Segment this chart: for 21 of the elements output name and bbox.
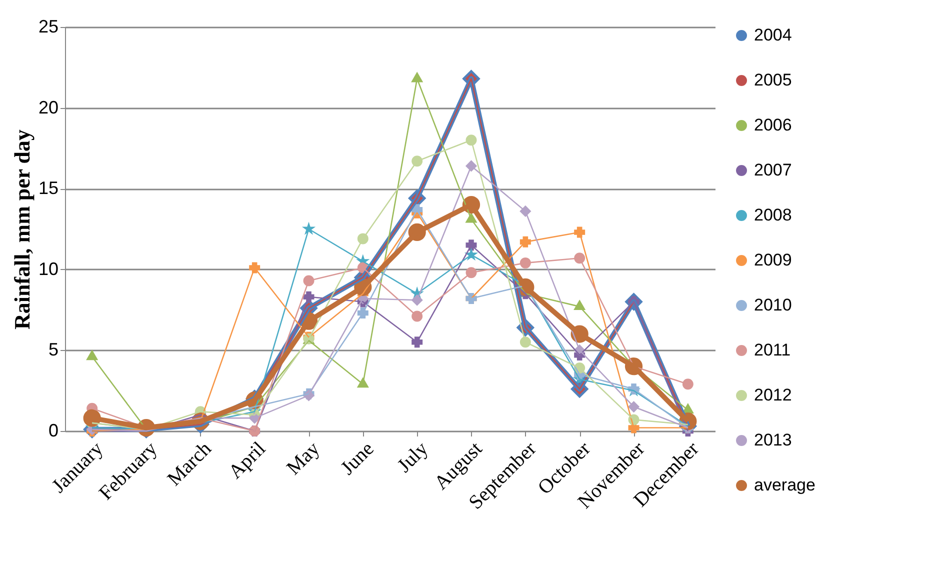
legend-label: 2009 — [754, 250, 792, 270]
y-tick-label: 20 — [38, 97, 58, 118]
x-tick-label: July — [393, 438, 432, 477]
y-tick-label: 15 — [38, 178, 58, 198]
legend-label: 2013 — [754, 430, 792, 450]
legend-label: average — [754, 476, 816, 494]
y-axis-title: Rainfall, mm per day — [9, 129, 34, 330]
y-tick-label: 5 — [48, 340, 58, 360]
legend-label: 2008 — [754, 206, 792, 224]
legend-label: 2012 — [754, 386, 792, 404]
legend-label: 2006 — [754, 116, 792, 134]
legend-label: 2007 — [754, 160, 792, 180]
y-tick-label: 0 — [48, 420, 58, 440]
y-tick-label: 25 — [38, 16, 58, 36]
legend-label: 2005 — [754, 70, 792, 90]
legend-label: 2010 — [754, 296, 792, 314]
x-tick-label: June — [336, 438, 378, 480]
legend-label: 2004 — [754, 26, 792, 44]
x-tick-label: May — [282, 438, 324, 480]
legend-label: 2011 — [754, 340, 791, 360]
y-tick-label: 10 — [38, 258, 58, 279]
